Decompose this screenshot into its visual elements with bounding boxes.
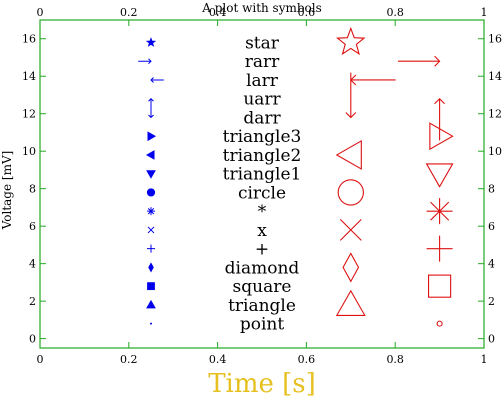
x-tick-label-bottom: 0.4 bbox=[209, 353, 227, 366]
y-tick-label-left: 6 bbox=[29, 220, 36, 233]
symbol-label: circle bbox=[238, 183, 286, 203]
small-marker bbox=[148, 262, 154, 273]
symbol-label: star bbox=[245, 33, 280, 53]
symbol-label: + bbox=[255, 240, 269, 260]
plot-frame bbox=[39, 19, 485, 349]
y-tick-label-right: 2 bbox=[488, 295, 495, 308]
symbol-label: larr bbox=[246, 71, 279, 91]
y-tick-label-right: 16 bbox=[488, 33, 502, 46]
large-marker bbox=[434, 97, 445, 141]
symbol-label: point bbox=[240, 315, 285, 335]
symbol-label: * bbox=[258, 202, 267, 222]
symbol-name-labels: pointtrianglesquarediamond+x*circletrian… bbox=[223, 33, 302, 334]
large-marker bbox=[429, 122, 454, 151]
symbol-label: triangle2 bbox=[223, 146, 302, 166]
symbol-label: triangle3 bbox=[223, 127, 302, 147]
small-markers bbox=[138, 37, 164, 325]
x-tick-label-bottom: 0.8 bbox=[386, 353, 404, 366]
large-marker bbox=[335, 26, 366, 56]
symbol-label: triangle bbox=[228, 296, 296, 316]
small-marker bbox=[147, 207, 155, 216]
small-marker bbox=[147, 244, 155, 253]
large-marker bbox=[339, 219, 362, 241]
x-tick-label-top: 0.6 bbox=[298, 6, 316, 19]
small-marker bbox=[147, 282, 155, 291]
large-marker bbox=[335, 289, 366, 316]
large-marker bbox=[426, 235, 453, 262]
x-tick-label-top: 1 bbox=[481, 6, 488, 19]
x-tick-label-bottom: 1 bbox=[481, 353, 488, 366]
y-tick-label-left: 12 bbox=[22, 108, 36, 121]
x-tick-label-top: 0.4 bbox=[209, 6, 227, 19]
large-marker bbox=[398, 55, 441, 67]
y-tick-label-right: 4 bbox=[488, 258, 495, 271]
y-tick-label-left: 14 bbox=[22, 70, 36, 83]
y-axis-label: Voltage [mV] bbox=[0, 151, 14, 231]
small-marker bbox=[146, 299, 156, 309]
large-marker bbox=[342, 252, 360, 283]
large-marker bbox=[425, 163, 454, 188]
x-axis-label: Time [s] bbox=[208, 369, 316, 399]
x-tick-label-top: 0.2 bbox=[120, 6, 138, 19]
x-tick-label-bottom: 0 bbox=[37, 353, 44, 366]
symbol-label: x bbox=[257, 221, 267, 241]
y-tick-label-right: 12 bbox=[488, 108, 502, 121]
y-tick-label-right: 6 bbox=[488, 220, 495, 233]
small-marker bbox=[146, 188, 156, 197]
small-marker bbox=[147, 131, 157, 142]
x-tick-label-bottom: 0.6 bbox=[298, 353, 316, 366]
small-marker bbox=[150, 322, 152, 325]
y-tick-label-right: 8 bbox=[488, 183, 495, 196]
x-tick-label-top: 0.8 bbox=[386, 6, 404, 19]
y-tick-label-left: 8 bbox=[29, 183, 36, 196]
chart-title: A plot with symbols bbox=[201, 1, 322, 15]
large-markers bbox=[335, 26, 454, 327]
small-marker bbox=[145, 37, 157, 47]
x-tick-label-bottom: 0.2 bbox=[120, 353, 138, 366]
y-tick-label-right: 10 bbox=[488, 145, 502, 158]
small-marker bbox=[150, 77, 164, 83]
large-marker bbox=[436, 320, 443, 327]
y-tick-label-left: 2 bbox=[29, 295, 36, 308]
large-marker bbox=[335, 140, 362, 170]
small-marker bbox=[138, 58, 152, 65]
y-tick-label-left: 4 bbox=[29, 258, 36, 271]
y-tick-label-right: 14 bbox=[488, 70, 502, 83]
symbol-label: uarr bbox=[243, 90, 281, 110]
y-tick-label-left: 0 bbox=[29, 333, 36, 346]
large-marker bbox=[427, 274, 452, 298]
y-tick-label-right: 0 bbox=[488, 333, 495, 346]
symbol-label: diamond bbox=[225, 258, 300, 278]
large-marker bbox=[337, 179, 364, 206]
symbol-label: darr bbox=[243, 108, 281, 128]
small-marker bbox=[147, 226, 155, 234]
symbol-label: rarr bbox=[245, 52, 280, 72]
small-marker bbox=[148, 98, 154, 112]
large-marker bbox=[350, 74, 396, 86]
small-marker bbox=[146, 170, 156, 179]
large-marker bbox=[426, 198, 453, 225]
small-marker bbox=[145, 150, 155, 160]
symbol-label: square bbox=[233, 277, 292, 297]
x-tick-label-top: 0 bbox=[37, 6, 44, 19]
y-tick-label-left: 16 bbox=[22, 33, 36, 46]
symbol-label: triangle1 bbox=[223, 165, 302, 185]
y-tick-label-left: 10 bbox=[22, 145, 36, 158]
